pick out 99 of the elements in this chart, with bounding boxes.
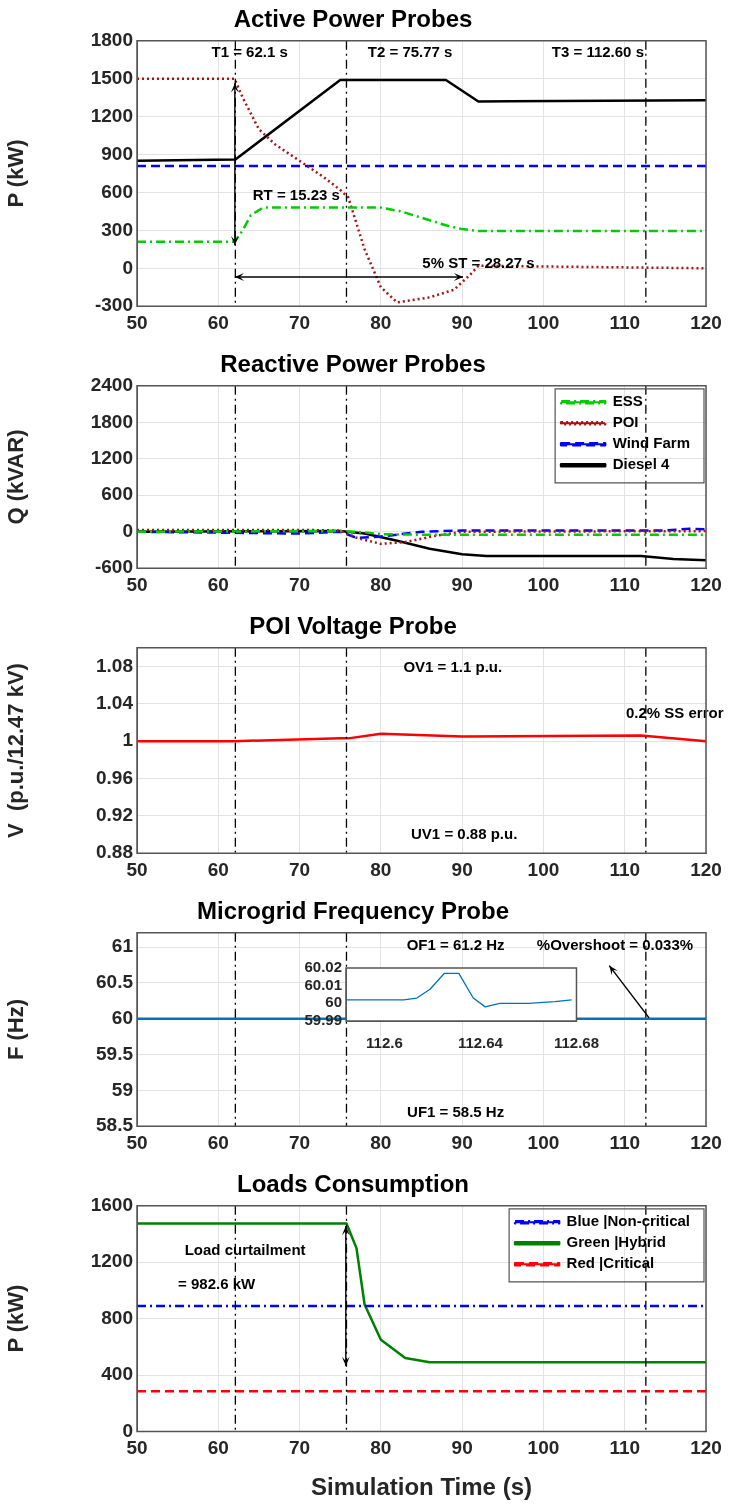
line-series bbox=[137, 77, 706, 304]
x-tick-label: 110 bbox=[609, 1437, 641, 1459]
y-tick-label: 60 bbox=[111, 1006, 133, 1028]
annotation: 0.2% SS error bbox=[625, 703, 724, 721]
y-axis-title: P (kW) bbox=[3, 1284, 29, 1353]
x-tick-label: 112.64 bbox=[457, 1034, 504, 1052]
y-tick-label: 600 bbox=[101, 483, 133, 505]
y-tick-label: 1 bbox=[122, 729, 134, 751]
x-tick-label: 60 bbox=[207, 573, 229, 595]
annotation: UV1 = 0.88 p.u. bbox=[411, 824, 518, 842]
x-tick-label: 100 bbox=[527, 311, 560, 333]
y-axis-title: P (kW) bbox=[3, 139, 29, 208]
x-tick-label: 90 bbox=[451, 1437, 473, 1459]
x-tick-label: 70 bbox=[289, 573, 311, 595]
x-tick-label: 90 bbox=[451, 573, 473, 595]
x-tick-label: 100 bbox=[527, 1437, 560, 1459]
legend-label: ESS bbox=[612, 392, 643, 410]
y-tick-label: 1200 bbox=[90, 104, 133, 126]
annotation: T3 = 112.60 s bbox=[551, 42, 644, 60]
y-tick-label: 1600 bbox=[90, 1194, 133, 1216]
y-axis-title: F (Hz) bbox=[3, 998, 29, 1061]
x-tick-label: 100 bbox=[527, 573, 560, 595]
x-tick-label: 100 bbox=[527, 858, 560, 880]
x-tick-label: 120 bbox=[690, 858, 722, 880]
x-tick-label: 80 bbox=[370, 311, 392, 333]
y-tick-label: 1500 bbox=[90, 66, 133, 88]
x-tick-label: 70 bbox=[289, 311, 311, 333]
x-tick-label: 120 bbox=[690, 1131, 722, 1153]
y-tick-label: 600 bbox=[101, 180, 133, 202]
legend-label: Blue |Non-critical bbox=[566, 1212, 691, 1230]
x-tick-label: 60 bbox=[207, 1131, 229, 1153]
annotation: Load curtailment bbox=[184, 1241, 306, 1259]
y-tick-label: 0 bbox=[122, 256, 133, 278]
y-tick-label: 60.5 bbox=[96, 971, 134, 993]
annotation: 5% ST = 28.27 s bbox=[422, 253, 535, 271]
y-tick-label: 61 bbox=[111, 935, 134, 957]
annotation: %Overshoot = 0.033% bbox=[536, 936, 694, 954]
legend-label: Green |Hybrid bbox=[566, 1233, 666, 1251]
y-tick-label: 0 bbox=[122, 519, 133, 541]
y-tick-label: 300 bbox=[101, 218, 133, 240]
y-tick-label: 1200 bbox=[90, 446, 133, 468]
x-axis-title: Simulation Time (s) bbox=[311, 1473, 532, 1501]
x-tick-label: 90 bbox=[451, 311, 473, 333]
x-tick-label: 60 bbox=[207, 1437, 229, 1459]
x-tick-label: 90 bbox=[451, 858, 473, 880]
x-tick-label: 110 bbox=[609, 858, 641, 880]
annotation: T1 = 62.1 s bbox=[211, 42, 288, 60]
annotation: UF1 = 58.5 Hz bbox=[407, 1102, 505, 1120]
x-tick-label: 70 bbox=[289, 858, 311, 880]
x-tick-label: 120 bbox=[690, 1437, 722, 1459]
y-tick-label: 1.04 bbox=[96, 692, 134, 714]
y-tick-label: 0.96 bbox=[96, 766, 133, 788]
legend-label: Diesel 4 bbox=[612, 455, 670, 473]
y-tick-label: 2400 bbox=[90, 374, 133, 396]
x-tick-label: 80 bbox=[370, 858, 392, 880]
x-tick-label: 112.6 bbox=[366, 1034, 403, 1052]
y-axis-title: V (p.u./12.47 kV) bbox=[3, 663, 29, 838]
y-tick-label: 1800 bbox=[90, 410, 133, 432]
chart-title: Loads Consumption bbox=[237, 1170, 469, 1198]
legend-label: Wind Farm bbox=[612, 434, 691, 452]
x-tick-label: 70 bbox=[289, 1131, 311, 1153]
annotation: OV1 = 1.1 p.u. bbox=[403, 658, 503, 676]
x-tick-label: 100 bbox=[527, 1131, 560, 1153]
x-tick-label: 120 bbox=[690, 573, 722, 595]
y-tick-label: 400 bbox=[101, 1363, 133, 1385]
y-tick-label: 1200 bbox=[90, 1250, 133, 1272]
x-tick-label: 120 bbox=[690, 311, 722, 333]
x-tick-label: 80 bbox=[370, 573, 392, 595]
x-tick-label: 110 bbox=[609, 311, 641, 333]
line-series bbox=[137, 528, 706, 546]
x-tick-label: 110 bbox=[609, 573, 641, 595]
x-tick-label: 60 bbox=[207, 858, 229, 880]
annotation: T2 = 75.77 s bbox=[367, 42, 453, 60]
chart-title: Active Power Probes bbox=[233, 5, 473, 33]
chart-title: Reactive Power Probes bbox=[220, 350, 486, 378]
y-tick-label: 900 bbox=[101, 142, 133, 164]
y-tick-label: 60 bbox=[325, 993, 342, 1011]
y-tick-label: 1.08 bbox=[96, 654, 133, 676]
y-tick-label: 59 bbox=[111, 1078, 133, 1100]
legend-label: Red |Critical bbox=[566, 1254, 655, 1272]
annotation: OF1 = 61.2 Hz bbox=[406, 936, 505, 954]
chart-title: Microgrid Frequency Probe bbox=[196, 897, 510, 925]
y-tick-label: 60.02 bbox=[304, 958, 342, 976]
x-tick-label: 112.68 bbox=[553, 1034, 600, 1052]
legend-label: POI bbox=[612, 413, 639, 431]
x-tick-label: 70 bbox=[289, 1437, 311, 1459]
chart-title: POI Voltage Probe bbox=[249, 612, 457, 640]
x-tick-label: 80 bbox=[370, 1131, 392, 1153]
y-tick-label: 59.5 bbox=[96, 1042, 134, 1064]
x-tick-label: 60 bbox=[207, 311, 229, 333]
y-axis-title: Q (kVAR) bbox=[3, 429, 29, 525]
x-tick-label: 90 bbox=[451, 1131, 473, 1153]
annotation: RT = 15.23 s bbox=[252, 186, 340, 204]
y-tick-label: 1800 bbox=[90, 29, 133, 51]
x-tick-label: 80 bbox=[370, 1437, 392, 1459]
y-tick-label: 800 bbox=[101, 1306, 133, 1328]
y-tick-label: 60.01 bbox=[304, 975, 342, 993]
y-tick-label: 0.92 bbox=[96, 804, 133, 826]
x-tick-label: 110 bbox=[609, 1131, 641, 1153]
